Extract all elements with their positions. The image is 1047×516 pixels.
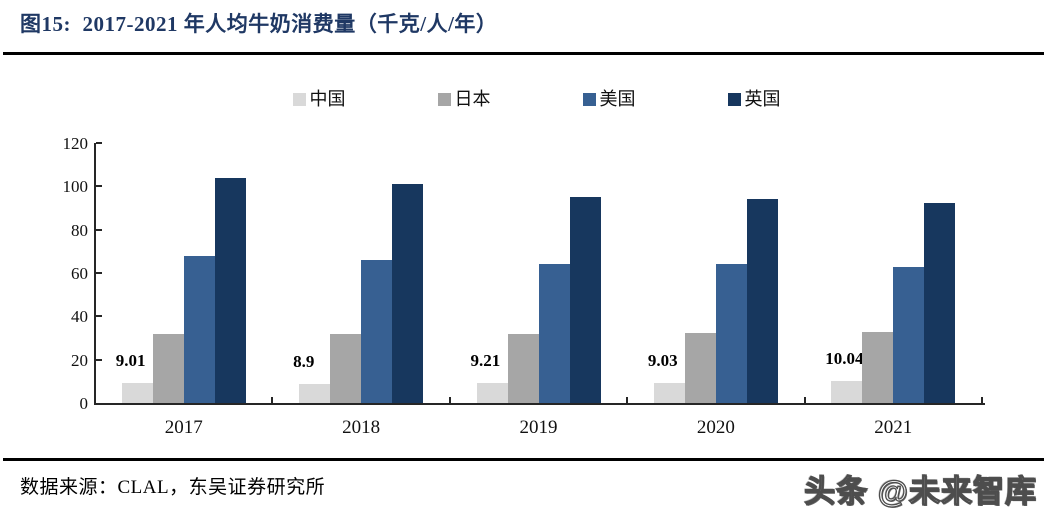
y-axis-tick-label: 100 <box>62 177 89 197</box>
y-axis-tick-label: 40 <box>71 307 88 327</box>
legend-swatch-icon <box>727 92 741 106</box>
figure-title: 图15: 2017-2021 年人均牛奶消费量（千克/人/年） <box>20 12 498 36</box>
bar-英国-2018 <box>392 184 424 403</box>
bar-data-label: 8.9 <box>293 351 315 371</box>
bar-日本-2019 <box>507 333 539 403</box>
legend-item-2: 美国 <box>582 89 636 109</box>
y-axis-tick-mark <box>96 228 102 231</box>
x-axis-tick-mark <box>271 397 274 403</box>
bar-英国-2021 <box>924 202 956 403</box>
legend-label: 英国 <box>744 89 781 109</box>
bar-英国-2019 <box>569 197 601 403</box>
legend-swatch-icon <box>437 92 451 106</box>
x-axis-tick-label: 2021 <box>874 417 913 438</box>
y-axis-tick-label: 0 <box>79 394 89 413</box>
bar-中国-2019 <box>476 383 508 403</box>
bar-英国-2020 <box>746 199 778 403</box>
y-axis-tick-label: 120 <box>62 134 89 153</box>
bar-中国-2018 <box>299 383 331 403</box>
y-axis-tick-label: 80 <box>71 220 88 240</box>
y-axis-tick-label: 20 <box>71 350 88 370</box>
x-axis-tick-label: 2017 <box>164 417 203 438</box>
legend-swatch-icon <box>292 92 306 106</box>
legend-label: 美国 <box>599 89 636 109</box>
bar-中国-2021 <box>831 381 863 403</box>
bar-chart: 0 20 40 60 80 100 120 9.01 2017 8.9 2018 9.21 2019 9.… <box>62 134 985 438</box>
chart-legend: 中国 日本 美国 英国 <box>0 90 1047 108</box>
bar-美国-2019 <box>538 264 570 403</box>
x-axis-tick-mark <box>448 397 451 403</box>
y-axis-tick-mark <box>96 358 102 361</box>
x-axis-tick-mark <box>803 397 806 403</box>
bar-中国-2017 <box>121 383 153 403</box>
bar-美国-2020 <box>715 264 747 403</box>
bar-data-label: 9.01 <box>115 351 146 371</box>
bar-美国-2018 <box>361 260 393 403</box>
bar-美国-2017 <box>183 255 215 403</box>
x-axis-tick-label: 2019 <box>519 417 558 438</box>
bar-日本-2017 <box>152 333 184 403</box>
bar-英国-2017 <box>214 177 246 403</box>
bar-中国-2020 <box>653 383 685 403</box>
x-axis-tick-label: 2020 <box>696 417 735 438</box>
data-source-note: 数据来源：CLAL，东吴证券研究所 <box>20 477 326 498</box>
x-axis-tick-mark <box>981 397 983 403</box>
bar-data-label: 10.04 <box>825 349 864 369</box>
legend-item-0: 中国 <box>292 89 346 109</box>
legend-label: 中国 <box>309 89 346 109</box>
bar-日本-2020 <box>684 332 716 403</box>
top-divider <box>3 52 1044 55</box>
legend-label: 日本 <box>454 89 491 109</box>
y-axis-tick-label: 60 <box>71 264 88 283</box>
y-axis-tick-mark <box>96 315 102 318</box>
bar-美国-2021 <box>893 266 925 403</box>
bottom-divider <box>3 458 1044 461</box>
legend-item-1: 日本 <box>437 89 491 109</box>
y-axis-line <box>94 143 96 405</box>
legend-item-3: 英国 <box>727 89 781 109</box>
bar-日本-2021 <box>862 331 894 403</box>
x-axis-tick-label: 2018 <box>342 417 381 438</box>
x-axis-tick-mark <box>626 397 629 403</box>
y-axis-tick-mark <box>96 185 102 188</box>
bar-data-label: 9.21 <box>470 351 501 371</box>
legend-swatch-icon <box>582 92 596 106</box>
watermark: 头条 @未来智库 <box>804 473 1037 509</box>
y-axis-tick-mark <box>96 272 102 274</box>
y-axis-tick-mark <box>96 142 102 144</box>
bar-data-label: 9.03 <box>647 351 678 371</box>
x-axis-line <box>94 403 985 405</box>
bar-日本-2018 <box>330 333 362 403</box>
